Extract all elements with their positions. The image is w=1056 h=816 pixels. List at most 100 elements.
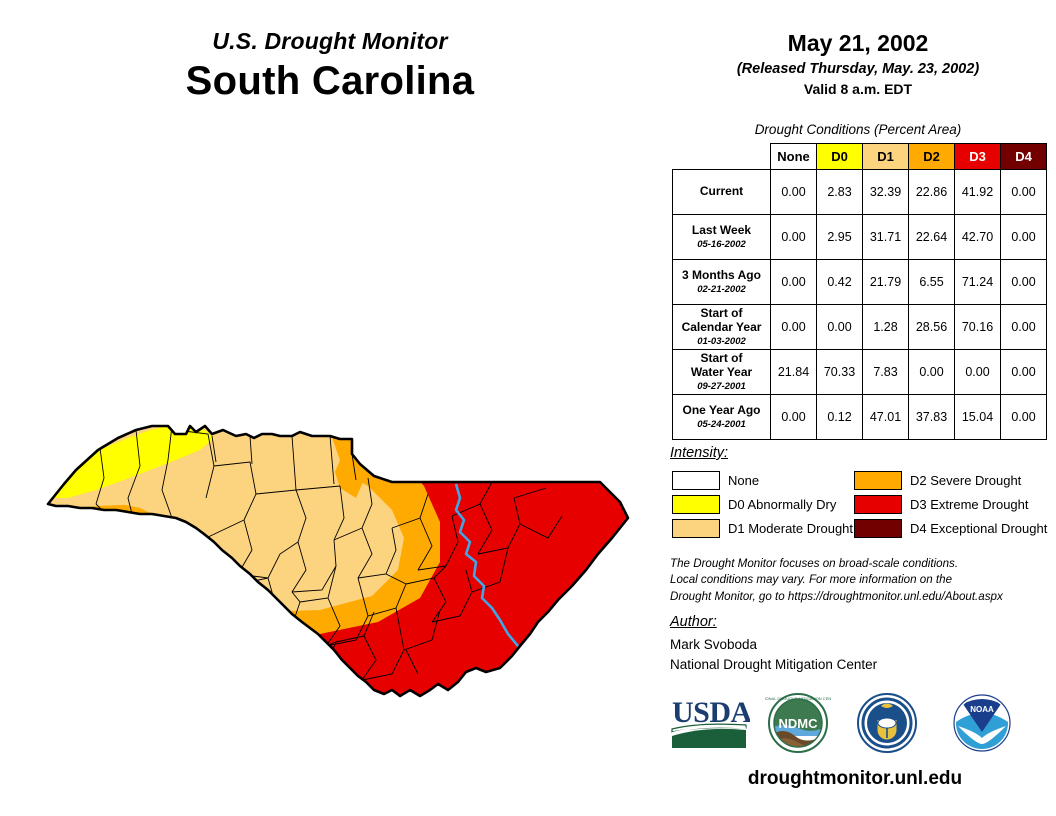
table-cell-d0: 2.83 <box>816 169 863 215</box>
table-cell-d3: 41.92 <box>954 169 1001 215</box>
savannah-river-line <box>129 569 181 621</box>
table-column-header-none: None <box>770 143 817 170</box>
zone-d1-core <box>92 480 356 608</box>
county-boundaries <box>95 426 563 696</box>
table-caption: Drought Conditions (Percent Area) <box>754 122 962 137</box>
table-cell-d1: 31.71 <box>862 214 909 260</box>
svg-text:NATIONAL DROUGHT MITIGATION CE: NATIONAL DROUGHT MITIGATION CENTER <box>765 696 831 701</box>
legend-swatch <box>854 518 902 538</box>
table-cell-none: 0.00 <box>770 394 817 440</box>
table-row: Current 0.00 2.83 32.39 22.86 41.92 0.00 <box>672 169 1047 215</box>
table-column-header-d0: D0 <box>816 143 863 170</box>
table-corner-cell <box>673 144 771 170</box>
intensity-legend: None D2 Severe Drought D0 Abnormally Dry D3… <box>672 468 1048 540</box>
table-cell-d1: 7.83 <box>862 349 909 395</box>
table-cell-d0: 0.12 <box>816 394 863 440</box>
table-cell-none: 0.00 <box>770 169 817 215</box>
usda-logo: USDA <box>671 696 750 748</box>
table-row-date: 02-21-2002 <box>697 283 746 295</box>
table-row-date: 05-24-2001 <box>697 418 746 430</box>
table-row-date: 09-27-2001 <box>697 380 746 392</box>
program-title: U.S. Drought Monitor <box>212 28 448 54</box>
us-department-of-commerce-seal <box>857 693 917 753</box>
legend-label: D1 Moderate Drought <box>728 520 854 536</box>
table-cell-d2: 37.83 <box>908 394 955 440</box>
legend-item-d4-exceptional-drought: D4 Exceptional Drought <box>854 518 1048 538</box>
table-cell-d4: 0.00 <box>1000 394 1047 440</box>
legend-label: D4 Exceptional Drought <box>910 520 1048 536</box>
table-cell-d0: 0.42 <box>816 259 863 305</box>
author-name: Mark Svoboda <box>670 637 758 652</box>
author-heading: Author: <box>670 614 717 630</box>
legend-swatch <box>672 494 720 514</box>
disclaimer-line-3: Drought Monitor, go to https://droughtmo… <box>670 589 1003 603</box>
table-row-label: 3 Months Ago 02-21-2002 <box>672 259 771 305</box>
logo-row: USDA NDMC NATIONAL DROUGHT MITIGATION CE… <box>665 692 1045 758</box>
legend-label: None <box>728 472 760 488</box>
table-cell-d1: 1.28 <box>862 304 909 350</box>
table-cell-d1: 47.01 <box>862 394 909 440</box>
legend-swatch <box>672 470 720 490</box>
map-drought-layers <box>48 426 628 696</box>
table-cell-d2: 22.86 <box>908 169 955 215</box>
table-body: Current 0.00 2.83 32.39 22.86 41.92 0.00 Last W… <box>672 169 1047 440</box>
svg-text:NOAA: NOAA <box>970 705 994 714</box>
title-block: U.S. Drought Monitor South Carolina <box>0 28 660 104</box>
table-cell-d2: 22.64 <box>908 214 955 260</box>
river-line <box>454 483 541 667</box>
table-header-row: None D0 D1 D2 D3 D4 <box>673 143 1047 170</box>
intensity-heading: Intensity: <box>670 445 729 461</box>
table-column-header-d4: D4 <box>1000 143 1047 170</box>
table-row: Start of Calendar Year 01-03-2002 0.00 0.00 1… <box>672 304 1047 350</box>
table-cell-d2: 0.00 <box>908 349 955 395</box>
table-cell-d3: 15.04 <box>954 394 1001 440</box>
release-date: (Released Thursday, May. 23, 2002) <box>736 61 980 77</box>
disclaimer-text: The Drought Monitor focuses on broad-sca… <box>670 556 1050 605</box>
table-row: 3 Months Ago 02-21-2002 0.00 0.42 21.79 6.55 7… <box>672 259 1047 305</box>
table-cell-d1: 32.39 <box>862 169 909 215</box>
zone-d0-abnormally-dry <box>48 426 214 498</box>
table-row-label: Start of Calendar Year 01-03-2002 <box>672 304 771 350</box>
table-cell-d4: 0.00 <box>1000 259 1047 305</box>
table-cell-d4: 0.00 <box>1000 349 1047 395</box>
table-cell-none: 0.00 <box>770 259 817 305</box>
legend-swatch <box>854 494 902 514</box>
south-carolina-map-svg <box>46 424 630 698</box>
table-row: Start of Water Year 09-27-2001 21.84 70.33 7.… <box>672 349 1047 395</box>
legend-label: D2 Severe Drought <box>910 472 1022 488</box>
table-cell-d2: 6.55 <box>908 259 955 305</box>
table-row-label: Current <box>672 169 771 215</box>
table-cell-d0: 70.33 <box>816 349 863 395</box>
table-row: One Year Ago 05-24-2001 0.00 0.12 47.01 37.83… <box>672 394 1047 440</box>
drought-conditions-table: None D0 D1 D2 D3 D4 Current 0.00 2.83 32.39 22.86… <box>672 143 1047 440</box>
legend-swatch <box>854 470 902 490</box>
legend-label: D3 Extreme Drought <box>910 496 1029 512</box>
disclaimer-line-2: Local conditions may vary. For more info… <box>670 573 953 587</box>
table-row-label: Start of Water Year 09-27-2001 <box>672 349 771 395</box>
table-cell-d0: 2.95 <box>816 214 863 260</box>
state-outline <box>46 424 630 698</box>
legend-item-d3-extreme-drought: D3 Extreme Drought <box>854 494 1048 514</box>
legend-item-d2-severe-drought: D2 Severe Drought <box>854 470 1048 490</box>
table-cell-d4: 0.00 <box>1000 169 1047 215</box>
table-cell-d3: 71.24 <box>954 259 1001 305</box>
table-cell-d3: 0.00 <box>954 349 1001 395</box>
table-cell-none: 0.00 <box>770 304 817 350</box>
date-block: May 21, 2002 (Released Thursday, May. 23… <box>668 30 1048 97</box>
table-cell-none: 0.00 <box>770 214 817 260</box>
table-row-date: 05-16-2002 <box>697 238 746 250</box>
valid-time: Valid 8 a.m. EDT <box>803 81 913 97</box>
drought-map[interactable] <box>0 198 660 718</box>
table-row-date: 01-03-2002 <box>697 335 746 347</box>
table-column-header-d2: D2 <box>908 143 955 170</box>
noaa-logo: NOAA <box>953 694 1011 752</box>
legend-swatch <box>672 518 720 538</box>
table-cell-d4: 0.00 <box>1000 214 1047 260</box>
legend-item-d0-abnormally-dry: D0 Abnormally Dry <box>672 494 854 514</box>
table-cell-d4: 0.00 <box>1000 304 1047 350</box>
website-url: droughtmonitor.unl.edu <box>747 768 963 789</box>
legend-item-d1-moderate-drought: D1 Moderate Drought <box>672 518 854 538</box>
author-block: Mark Svoboda National Drought Mitigation… <box>670 635 877 676</box>
table-row-label: Last Week 05-16-2002 <box>672 214 771 260</box>
ndmc-logo: NDMC NATIONAL DROUGHT MITIGATION CENTER <box>765 693 831 753</box>
